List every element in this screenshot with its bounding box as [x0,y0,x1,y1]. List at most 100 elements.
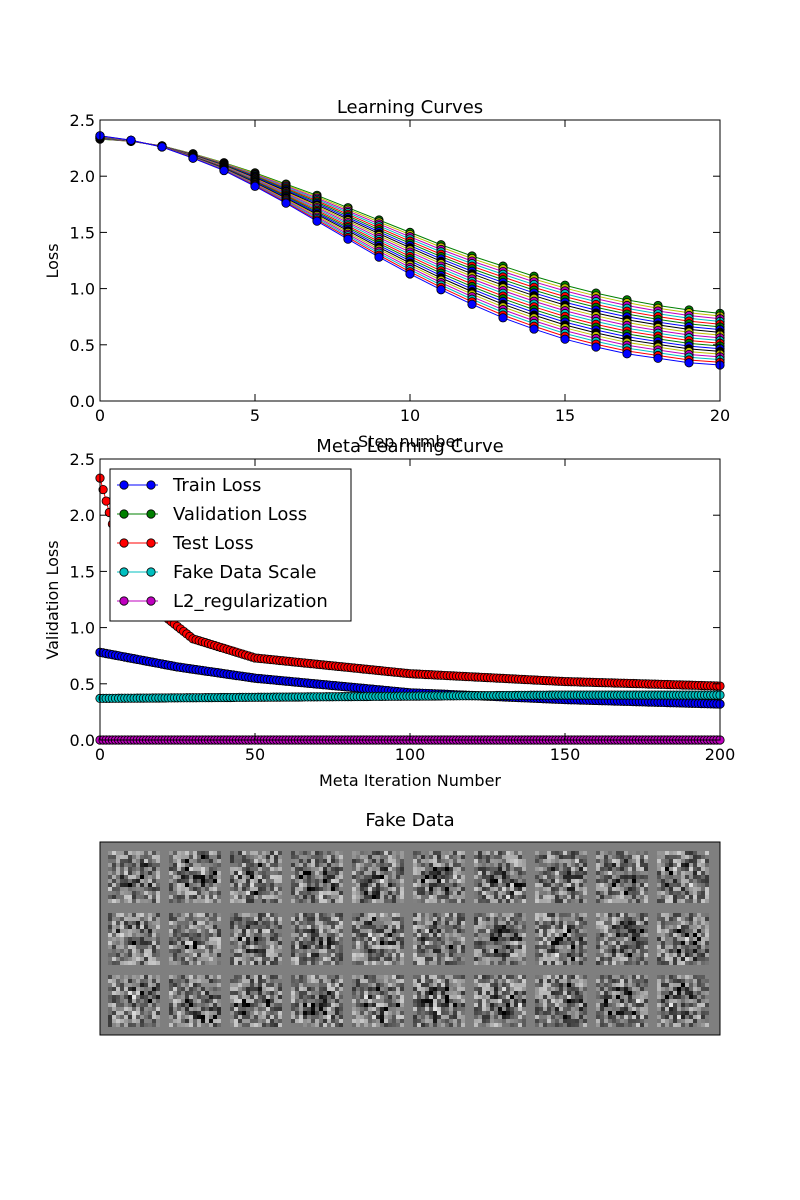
fake-data-pixel [628,891,632,895]
fake-data-pixel [421,879,425,883]
fake-data-pixel [547,937,551,941]
fake-data-pixel [197,851,201,855]
fake-data-pixel [230,859,234,863]
fake-data-pixel [461,867,465,871]
fake-data-pixel [250,913,254,917]
fake-data-pixel [555,933,559,937]
fake-data-pixel [510,945,514,949]
fake-data-pixel [693,851,697,855]
fake-data-pixel [230,917,234,921]
fake-data-pixel [242,895,246,899]
fake-data-pixel [169,871,173,875]
fake-data-pixel [262,933,266,937]
fake-data-pixel [441,913,445,917]
fake-data-pixel [616,867,620,871]
fake-data-pixel [372,961,376,965]
fake-data-pixel [449,949,453,953]
fake-data-pixel [307,929,311,933]
fake-data-pixel [437,957,441,961]
fake-data-pixel [596,859,600,863]
fake-data-pixel [482,867,486,871]
fake-data-pixel [640,921,644,925]
fake-data-pixel [315,855,319,859]
fake-data-pixel [278,925,282,929]
fake-data-pixel [453,921,457,925]
fake-data-pixel [311,921,315,925]
fake-data-pixel [628,887,632,891]
fake-data-pixel [392,913,396,917]
fake-data-tile [108,913,160,965]
fake-data-pixel [600,933,604,937]
fake-data-pixel [425,933,429,937]
fake-data-pixel [152,883,156,887]
fake-data-pixel [185,883,189,887]
legend-marker [119,596,129,606]
fake-data-pixel [575,921,579,925]
fake-data-pixel [400,933,404,937]
fake-data-pixel [657,883,661,887]
fake-data-pixel [331,871,335,875]
fake-data-pixel [681,917,685,921]
fake-data-pixel [522,879,526,883]
fake-data-pixel [579,895,583,899]
fake-data-pixel [685,879,689,883]
fake-data-pixel [262,949,266,953]
fake-data-pixel [429,929,433,933]
fake-data-pixel [311,887,315,891]
fake-data-tile [596,851,648,903]
fake-data-pixel [148,863,152,867]
fake-data-pixel [478,933,482,937]
fake-data-pixel [547,855,551,859]
fake-data-pixel [185,855,189,859]
fake-data-pixel [661,957,665,961]
fake-data-pixel [441,859,445,863]
fake-data-pixel [352,867,356,871]
fake-data-pixel [331,855,335,859]
fake-data-pixel [705,891,709,895]
fake-data-pixel [547,895,551,899]
fake-data-pixel [124,899,128,903]
fake-data-pixel [657,961,661,965]
fake-data-pixel [181,851,185,855]
fake-data-pixel [608,875,612,879]
fake-data-pixel [327,863,331,867]
fake-data-pixel [250,887,254,891]
fake-data-pixel [612,883,616,887]
fake-data-pixel [124,979,128,983]
fake-data-pixel [335,895,339,899]
fake-data-pixel [482,953,486,957]
fake-data-pixel [498,879,502,883]
fake-data-pixel [364,895,368,899]
fake-data-pixel [258,961,262,965]
fake-data-pixel [331,867,335,871]
fake-data-pixel [453,895,457,899]
fake-data-pixel [213,953,217,957]
fake-data-pixel [291,961,295,965]
fake-data-pixel [315,867,319,871]
fake-data-pixel [608,887,612,891]
fake-data-pixel [567,899,571,903]
fake-data-pixel [238,879,242,883]
fake-data-pixel [551,941,555,945]
fake-data-pixel [559,933,563,937]
fake-data-pixel [636,953,640,957]
fake-data-pixel [559,867,563,871]
fake-data-pixel [437,895,441,899]
fake-data-pixel [620,879,624,883]
fake-data-pixel [445,899,449,903]
fake-data-pixel [319,883,323,887]
fake-data-pixel [673,957,677,961]
fake-data-pixel [518,945,522,949]
fake-data-pixel [697,879,701,883]
learning-curve-point [622,349,632,359]
meta-learning-ytick-label: 0.0 [70,731,95,750]
fake-data-pixel [693,941,697,945]
fake-data-pixel [632,933,636,937]
fake-data-pixel [323,925,327,929]
fake-data-pixel [213,891,217,895]
fake-data-pixel [335,891,339,895]
fake-data-pixel [352,961,356,965]
fake-data-pixel [429,879,433,883]
fake-data-pixel [482,937,486,941]
fake-data-pixel [644,859,648,863]
